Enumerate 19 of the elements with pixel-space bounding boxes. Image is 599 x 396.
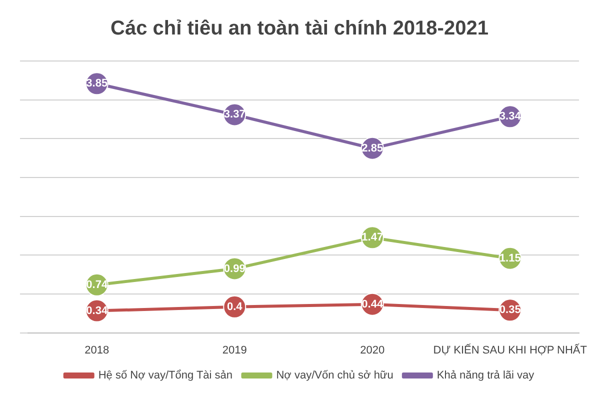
legend-label: Hệ số Nợ vay/Tổng Tài sản: [98, 370, 233, 382]
data-label: 2.85: [362, 142, 384, 154]
legend-label: Khả năng trả lãi vay: [436, 370, 535, 382]
x-tick-label: 2019: [222, 344, 247, 356]
legend-label: Nợ vay/Vốn chủ sở hữu: [276, 370, 394, 382]
data-label: 3.85: [86, 78, 108, 90]
data-label: 0.99: [224, 262, 246, 275]
x-tick-label: DỰ KIẾN SAU KHI HỢP NHẤT: [433, 343, 588, 356]
data-label: 0.44: [362, 298, 384, 310]
data-label: 1.15: [499, 252, 521, 264]
chart-title: Các chỉ tiêu an toàn tài chính 2018-2021: [110, 18, 488, 40]
data-label: 0.34: [86, 304, 108, 317]
x-tick-label: 2018: [84, 344, 110, 356]
data-label: 0.4: [226, 300, 244, 313]
x-tick-label: 2020: [360, 344, 385, 356]
data-label: 3.37: [224, 108, 246, 121]
data-label: 0.74: [86, 278, 108, 291]
data-label: 1.47: [362, 232, 384, 244]
data-label: 0.35: [499, 304, 521, 316]
